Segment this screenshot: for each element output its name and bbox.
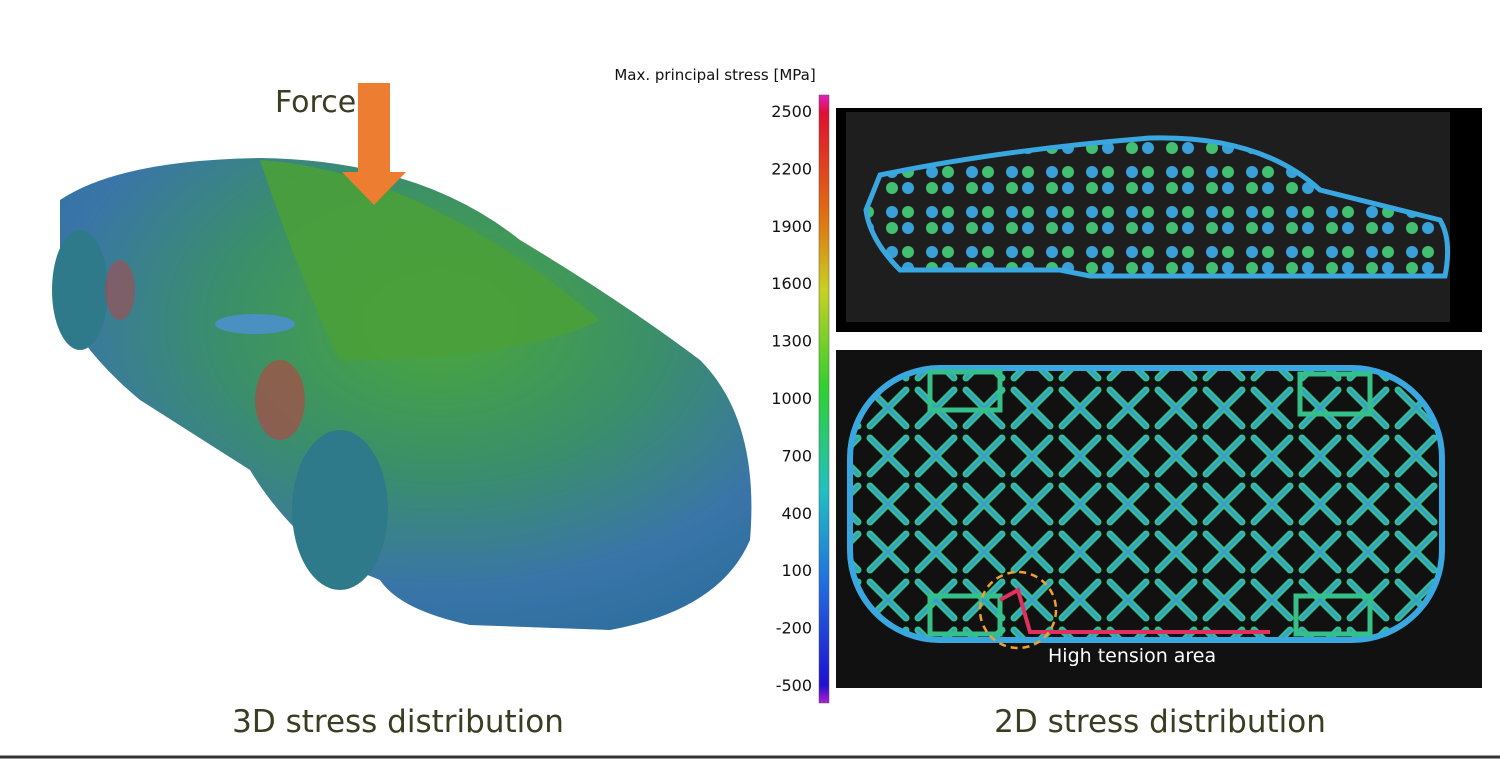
car-3d-render (52, 158, 752, 630)
right-caption: 2D stress distribution (994, 704, 1326, 740)
colorbar-tick-label: 1000 (771, 389, 812, 408)
left-caption: 3D stress distribution (232, 704, 564, 740)
force-arrow (342, 83, 406, 205)
colorbar (818, 94, 830, 704)
colorbar-title: Max. principal stress [MPa] (614, 66, 815, 84)
annotation: High tension area (1048, 645, 1216, 667)
colorbar-tick-label: 1900 (771, 217, 812, 236)
colorbar-tick-label: 400 (781, 504, 812, 523)
force-label: Force (275, 85, 356, 120)
colorbar-ticks: 2500 2200 1900 1600 1300 1000 700 400 100 -200 -50… (771, 102, 812, 695)
colorbar-tick-label: 1300 (771, 332, 812, 351)
colorbar-tick-label: 2500 (771, 102, 812, 121)
colorbar-tick-label: 700 (781, 446, 812, 465)
colorbar-tick-label: -200 (776, 619, 812, 638)
colorbar-tick-label: -500 (776, 676, 812, 695)
colorbar-tick-label: 100 (781, 561, 812, 580)
highlight-circle (978, 570, 1058, 650)
colorbar-tick-label: 2200 (771, 159, 812, 178)
colorbar-tick-label: 1600 (771, 274, 812, 293)
